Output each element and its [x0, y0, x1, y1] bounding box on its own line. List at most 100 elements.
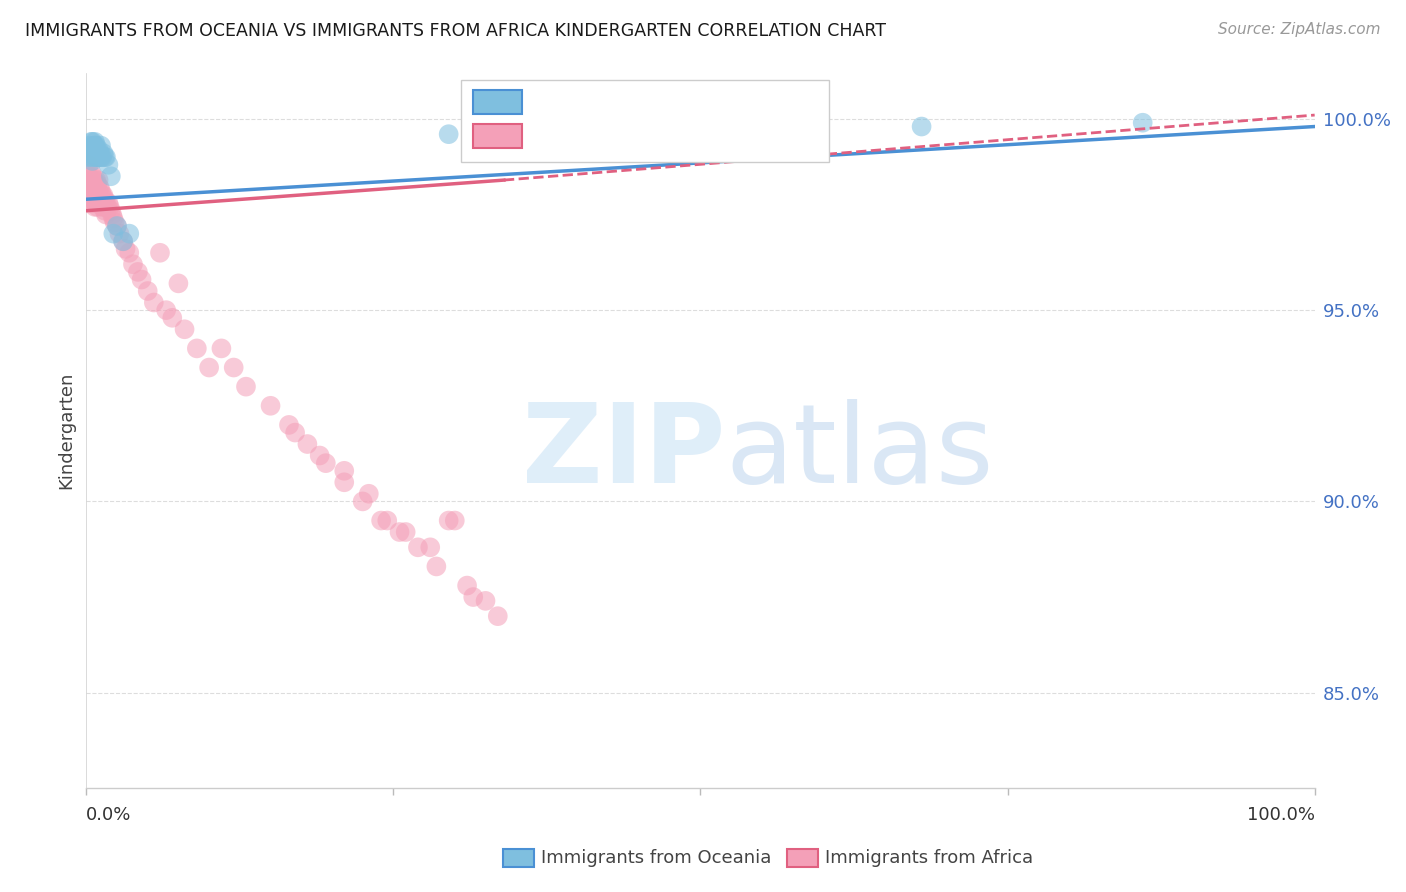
Point — [87, 143, 110, 157]
Point — [173, 322, 195, 336]
Point — [198, 360, 221, 375]
Point — [80, 135, 103, 149]
Text: ZIP: ZIP — [522, 399, 725, 506]
Point — [96, 200, 118, 214]
Point — [142, 295, 165, 310]
Point — [98, 200, 121, 214]
Point — [235, 379, 257, 393]
Point — [90, 150, 112, 164]
Point — [79, 196, 101, 211]
Point — [149, 245, 172, 260]
Point — [122, 257, 145, 271]
Point — [76, 150, 98, 164]
Point — [84, 196, 107, 211]
Point — [437, 127, 460, 141]
Point — [278, 417, 301, 432]
Point — [83, 200, 105, 214]
Point — [105, 219, 128, 233]
Point — [425, 559, 447, 574]
Point — [375, 514, 398, 528]
Point — [112, 235, 135, 249]
Point — [80, 188, 103, 202]
Point — [84, 173, 107, 187]
Point — [91, 150, 114, 164]
Point — [89, 192, 111, 206]
Point — [82, 153, 104, 168]
Point — [83, 138, 105, 153]
Point — [486, 609, 509, 624]
Point — [82, 180, 104, 194]
Point — [101, 207, 124, 221]
Point — [77, 143, 100, 157]
Y-axis label: Kindergarten: Kindergarten — [58, 372, 75, 490]
Point — [118, 245, 141, 260]
Point — [93, 188, 115, 202]
Point — [80, 150, 103, 164]
Point — [86, 150, 108, 164]
Point — [94, 207, 117, 221]
Point — [94, 150, 117, 164]
Point — [79, 185, 101, 199]
Point — [155, 303, 177, 318]
Point — [167, 277, 190, 291]
Point — [91, 200, 114, 214]
Point — [83, 146, 105, 161]
Point — [83, 150, 105, 164]
Point — [437, 514, 460, 528]
Point — [131, 272, 153, 286]
Point — [112, 235, 135, 249]
Point — [80, 165, 103, 179]
Point — [910, 120, 932, 134]
Point — [456, 578, 478, 592]
Point — [91, 188, 114, 202]
Point — [82, 135, 104, 149]
Point — [76, 177, 98, 191]
Point — [80, 177, 103, 191]
Point — [370, 514, 392, 528]
Point — [87, 173, 110, 187]
Point — [87, 196, 110, 211]
Text: Immigrants from Africa: Immigrants from Africa — [825, 849, 1033, 867]
Point — [79, 173, 101, 187]
Point — [79, 138, 101, 153]
Point — [1132, 116, 1154, 130]
Point — [79, 146, 101, 161]
Point — [86, 200, 108, 214]
Point — [84, 185, 107, 199]
Point — [84, 138, 107, 153]
Point — [97, 158, 120, 172]
Point — [419, 541, 441, 555]
Point — [443, 514, 465, 528]
Point — [93, 200, 115, 214]
Point — [463, 590, 485, 604]
Point — [86, 188, 108, 202]
Point — [222, 360, 245, 375]
Point — [77, 158, 100, 172]
Point — [114, 242, 136, 256]
Point — [87, 185, 110, 199]
Point — [83, 135, 105, 149]
Point — [315, 456, 337, 470]
Point — [118, 227, 141, 241]
Point — [395, 524, 418, 539]
Point — [284, 425, 307, 440]
Point — [357, 487, 380, 501]
Text: Source: ZipAtlas.com: Source: ZipAtlas.com — [1218, 22, 1381, 37]
Point — [209, 342, 232, 356]
Point — [89, 146, 111, 161]
Point — [82, 192, 104, 206]
Point — [136, 284, 159, 298]
Point — [93, 203, 115, 218]
Point — [90, 196, 112, 211]
Point — [87, 150, 110, 164]
Point — [162, 310, 184, 325]
Point — [333, 475, 356, 490]
Point — [103, 227, 125, 241]
FancyBboxPatch shape — [461, 80, 830, 162]
Point — [103, 215, 125, 229]
Point — [186, 342, 208, 356]
Text: R = 0.427   N = 36: R = 0.427 N = 36 — [534, 93, 720, 112]
Text: 100.0%: 100.0% — [1247, 806, 1315, 824]
Point — [352, 494, 374, 508]
Point — [406, 541, 429, 555]
